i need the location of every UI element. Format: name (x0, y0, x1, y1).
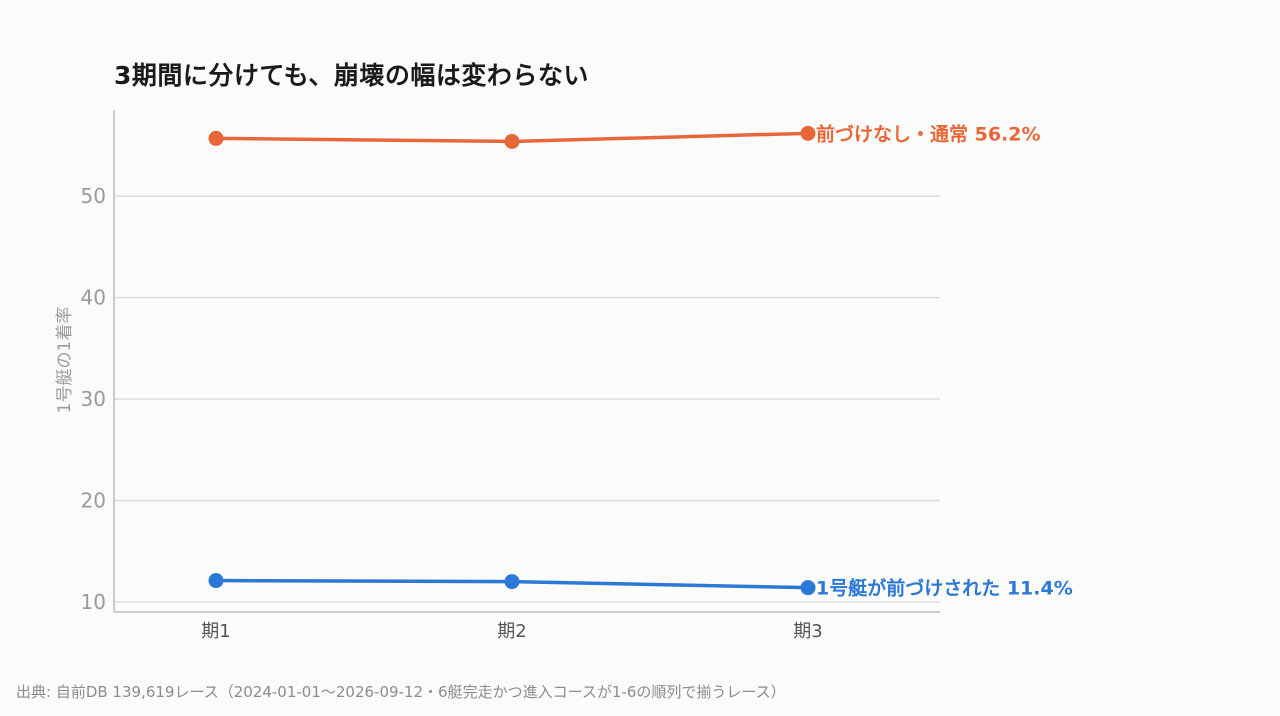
y-tick-label: 40 (81, 286, 106, 310)
x-tick-label: 期1 (201, 621, 230, 642)
data-point (800, 125, 816, 141)
data-point (208, 130, 224, 146)
data-point (504, 133, 520, 149)
chart-title: 3期間に分けても、崩壊の幅は変わらない (114, 61, 589, 90)
data-point (504, 574, 520, 590)
y-tick-label: 20 (81, 488, 106, 512)
x-tick-label: 期3 (793, 621, 822, 642)
data-point (800, 580, 816, 596)
data-point (208, 573, 224, 589)
y-tick-label: 50 (81, 184, 106, 208)
y-tick-label: 30 (81, 387, 106, 411)
x-tick-label: 期2 (497, 621, 526, 642)
y-tick-label: 10 (81, 590, 106, 614)
series-end-label: 1号艇が前づけされた 11.4% (816, 577, 1073, 600)
source-note: 出典: 自前DB 139,619レース（2024-01-01〜2026-09-1… (16, 683, 786, 701)
y-axis-label: 1号艇の1着率 (55, 307, 75, 414)
series-end-label: 前づけなし・通常 56.2% (816, 122, 1041, 145)
